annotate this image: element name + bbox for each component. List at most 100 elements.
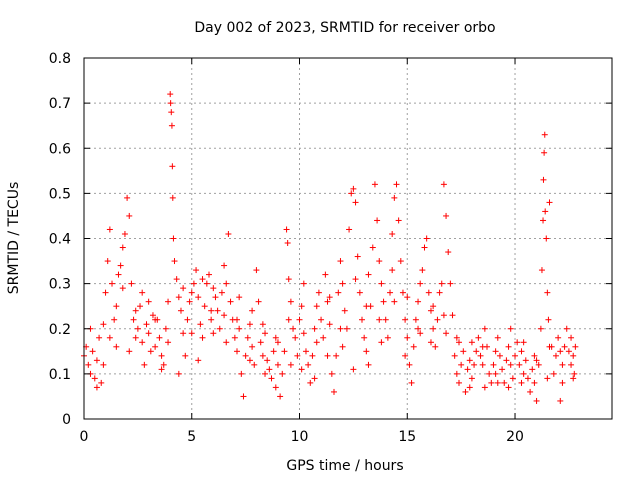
data-point (365, 271, 372, 278)
data-point (300, 330, 307, 337)
data-point (363, 348, 370, 355)
data-point (412, 316, 419, 323)
data-point (545, 316, 552, 323)
data-point (287, 298, 294, 305)
data-point (106, 334, 113, 341)
data-point (139, 289, 146, 296)
data-point (397, 258, 404, 265)
data-point (149, 312, 156, 319)
data-point (203, 280, 210, 287)
data-point (550, 370, 557, 377)
data-point (496, 352, 503, 359)
data-point (326, 294, 333, 301)
data-point (175, 294, 182, 301)
data-point (205, 271, 212, 278)
data-point (221, 312, 228, 319)
data-point (104, 258, 111, 265)
data-point (168, 122, 175, 129)
data-point (376, 258, 383, 265)
data-point (294, 352, 301, 359)
data-point (382, 316, 389, 323)
data-point (427, 307, 434, 314)
data-point (544, 289, 551, 296)
data-point (430, 325, 437, 332)
data-point (481, 325, 488, 332)
data-point (365, 361, 372, 368)
data-point (453, 334, 460, 341)
data-point (466, 384, 473, 391)
data-point (264, 357, 271, 364)
y-tick-label: 0.2 (49, 322, 71, 338)
data-point (195, 294, 202, 301)
data-point (326, 321, 333, 328)
data-point (281, 348, 288, 355)
data-point (182, 352, 189, 359)
data-point (156, 334, 163, 341)
y-tick-label: 0.1 (49, 367, 71, 383)
data-point (259, 321, 266, 328)
data-point (404, 334, 411, 341)
data-point (479, 361, 486, 368)
data-point (421, 244, 428, 251)
data-point (440, 312, 447, 319)
data-point (391, 298, 398, 305)
x-tick-label: 20 (506, 429, 524, 445)
data-point (167, 91, 174, 98)
data-point (186, 298, 193, 305)
data-point (507, 325, 514, 332)
axis-ticks: 0 0.1 0.2 0.3 0.4 0.5 0.6 0.7 0.8 0 5 10 15 20 (49, 51, 612, 445)
data-point (423, 235, 430, 242)
data-point (177, 307, 184, 314)
data-point (132, 307, 139, 314)
data-point (234, 316, 241, 323)
data-point (257, 339, 264, 346)
data-point (91, 375, 98, 382)
data-point (363, 303, 370, 310)
data-point (318, 316, 325, 323)
data-point (277, 393, 284, 400)
data-point (221, 262, 228, 269)
data-point (503, 357, 510, 364)
data-point (438, 280, 445, 287)
data-point (447, 280, 454, 287)
data-point (214, 307, 221, 314)
data-point (399, 289, 406, 296)
data-point (415, 298, 422, 305)
data-point (481, 384, 488, 391)
data-point (361, 334, 368, 341)
data-point (227, 298, 234, 305)
data-point (434, 316, 441, 323)
data-point (145, 298, 152, 305)
data-point (570, 375, 577, 382)
data-point (339, 343, 346, 350)
data-point (395, 217, 402, 224)
data-point (124, 194, 131, 201)
data-point (169, 194, 176, 201)
data-point (300, 280, 307, 287)
y-tick-label: 0 (62, 412, 71, 428)
data-point (251, 361, 258, 368)
data-point (492, 348, 499, 355)
data-point (537, 325, 544, 332)
data-point (195, 357, 202, 364)
data-point (402, 352, 409, 359)
data-point (225, 230, 232, 237)
data-point (350, 185, 357, 192)
y-tick-label: 0.8 (49, 51, 71, 67)
data-point (197, 321, 204, 328)
data-point (210, 330, 217, 337)
data-point (570, 352, 577, 359)
data-point (425, 289, 432, 296)
data-point (284, 240, 291, 247)
data-point (106, 226, 113, 233)
data-point (285, 276, 292, 283)
data-point (274, 361, 281, 368)
data-point (408, 379, 415, 386)
data-point (208, 316, 215, 323)
data-point (462, 388, 469, 395)
data-point (165, 298, 172, 305)
data-point (139, 339, 146, 346)
data-point (571, 370, 578, 377)
data-point (298, 303, 305, 310)
data-point (543, 235, 550, 242)
